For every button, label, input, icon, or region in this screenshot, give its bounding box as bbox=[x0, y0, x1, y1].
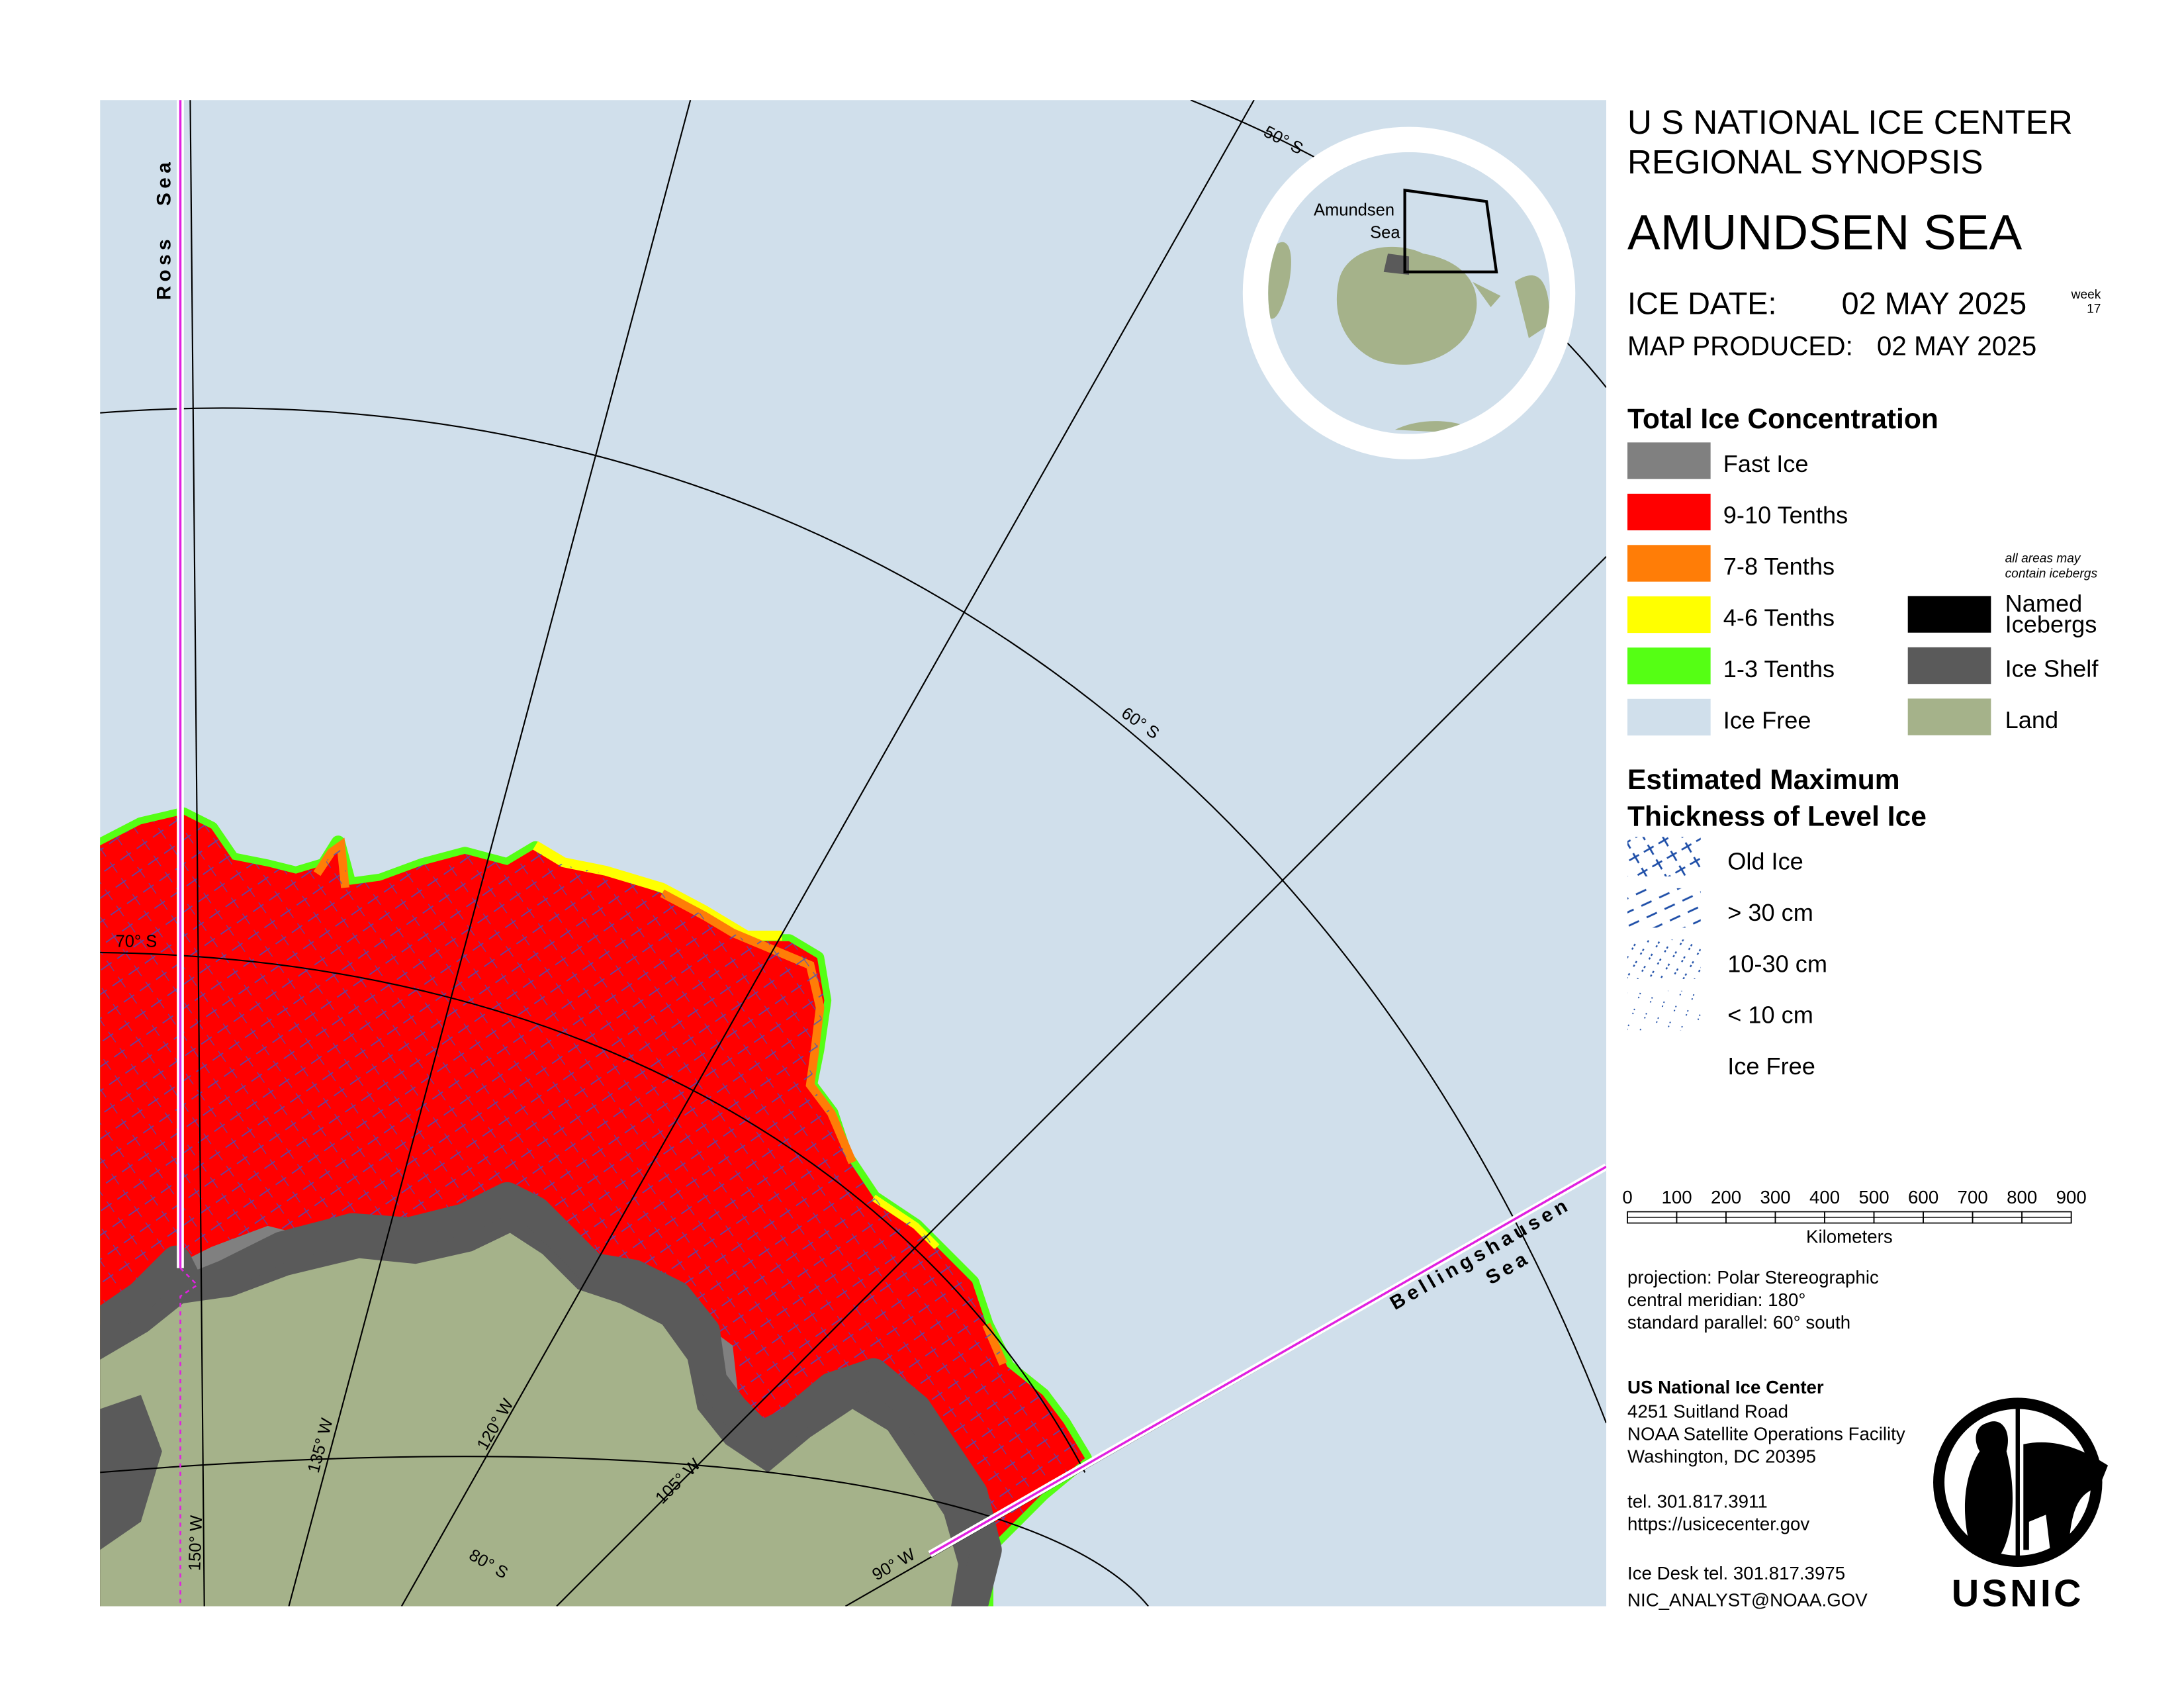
legend-swatch bbox=[1627, 596, 1711, 633]
legend-label: Old Ice bbox=[1727, 847, 1803, 874]
legend-label: Named bbox=[2005, 590, 2083, 617]
legend-swatch bbox=[1627, 698, 1711, 736]
scale-tick-label: 400 bbox=[1809, 1187, 1840, 1207]
usnic-logo: USNIC bbox=[1933, 1397, 2109, 1615]
inset-land bbox=[1336, 246, 1477, 365]
inset-land bbox=[1472, 281, 1501, 308]
legend-label: > 30 cm bbox=[1727, 899, 1813, 926]
scale-tick-label: 500 bbox=[1859, 1187, 1889, 1207]
iceberg-note: contain icebergs bbox=[2005, 567, 2098, 581]
logo-penguin bbox=[1964, 1421, 2013, 1554]
legend-label: 1-3 Tenths bbox=[1723, 655, 1835, 682]
legend-swatch bbox=[1627, 647, 1711, 684]
concentration-legend: Fast Ice 9-10 Tenths 7-8 Tenths 4-6 Tenths 1… bbox=[1627, 442, 1848, 736]
scale-tick-label: 200 bbox=[1711, 1187, 1741, 1207]
legend-label: Ice Free bbox=[1723, 706, 1811, 733]
legend-pattern bbox=[1627, 990, 1701, 1031]
map-produced-label: MAP PRODUCED: bbox=[1627, 330, 1853, 361]
scale-tick-label: 100 bbox=[1661, 1187, 1692, 1207]
legend-pattern bbox=[1627, 939, 1701, 979]
legend-swatch bbox=[1907, 698, 1991, 735]
parallel-60 bbox=[100, 407, 1607, 1424]
contact-address: NOAA Satellite Operations Facility bbox=[1627, 1423, 1905, 1444]
ice-shelf bbox=[100, 1395, 162, 1550]
map-produced: 02 MAY 2025 bbox=[1877, 330, 2036, 361]
iceberg-note: all areas may bbox=[2005, 551, 2081, 565]
projection-line: standard parallel: 60° south bbox=[1627, 1312, 1850, 1333]
sector-boundary bbox=[179, 1267, 199, 1607]
agency: U S NATIONAL ICE CENTER bbox=[1627, 103, 2073, 141]
inset-land bbox=[1514, 275, 1550, 338]
thickness-legend: Old Ice > 30 cm 10-30 cm < 10 cm Ice Free bbox=[1627, 837, 1827, 1080]
legend-label: 7-8 Tenths bbox=[1723, 553, 1835, 580]
lat-label: 70° S bbox=[116, 932, 158, 951]
legend-label: Land bbox=[2005, 706, 2058, 733]
ice-date-label: ICE DATE: bbox=[1627, 287, 1777, 321]
legend-label: 9-10 Tenths bbox=[1723, 502, 1848, 529]
map: 50° S 60° S 70° S 80° S 150° W 135° W 12… bbox=[100, 100, 1607, 1607]
projection-line: central meridian: 180° bbox=[1627, 1289, 1805, 1310]
legend-pattern bbox=[1627, 837, 1701, 876]
scale-unit: Kilometers bbox=[1806, 1226, 1893, 1246]
meridian-120 bbox=[400, 100, 1255, 1607]
meridian-105 bbox=[556, 556, 1607, 1607]
inset-shelf bbox=[1383, 254, 1410, 275]
legend-label: Ice Free bbox=[1727, 1053, 1815, 1080]
legend-swatch bbox=[1907, 647, 1991, 684]
parallel-70 bbox=[100, 951, 1086, 1473]
legend-swatch bbox=[1907, 596, 1991, 633]
legend-label: < 10 cm bbox=[1727, 1002, 1813, 1029]
scale-tick-label: 600 bbox=[1908, 1187, 1938, 1207]
sector-boundary bbox=[929, 1165, 1607, 1556]
inset-extent bbox=[1403, 188, 1498, 273]
legend-label: 10-30 cm bbox=[1727, 950, 1827, 977]
contact-tel: tel. 301.817.3911 bbox=[1627, 1491, 1768, 1512]
contact-address: 4251 Suitland Road bbox=[1627, 1401, 1788, 1421]
legend-swatch bbox=[1627, 442, 1711, 479]
parallel-80 bbox=[100, 1456, 1149, 1607]
projection-line: projection: Polar Stereographic bbox=[1627, 1267, 1879, 1288]
scale-tick-label: 300 bbox=[1760, 1187, 1791, 1207]
logo-text: USNIC bbox=[1952, 1573, 2084, 1615]
week-label: week bbox=[2071, 288, 2101, 302]
legend-label: Icebergs bbox=[2005, 611, 2097, 638]
legend-label: 4-6 Tenths bbox=[1723, 604, 1835, 632]
logo-bear bbox=[2023, 1442, 2109, 1550]
ice-date: 02 MAY 2025 bbox=[1842, 287, 2026, 321]
legend-label: Fast Ice bbox=[1723, 450, 1809, 477]
legend-pattern bbox=[1627, 888, 1701, 928]
scale-tick-label: 700 bbox=[1958, 1187, 1988, 1207]
region-title: AMUNDSEN SEA bbox=[1627, 205, 2022, 260]
sea-label: Ross Sea bbox=[154, 158, 175, 301]
week-number: 17 bbox=[2087, 303, 2101, 316]
scale-bar: 0 100 200 300 400 500 600 700 800 900 Kilometers bbox=[1622, 1187, 2086, 1247]
inset-label: Amundsen bbox=[1314, 201, 1394, 220]
meridian-150 bbox=[189, 100, 205, 1607]
legend-title: Thickness of Level Ice bbox=[1627, 800, 1927, 832]
legend-swatch bbox=[1627, 545, 1711, 582]
contact-address: Washington, DC 20395 bbox=[1627, 1446, 1816, 1466]
contact-url[interactable]: https://usicecenter.gov bbox=[1627, 1514, 1809, 1534]
scale-tick-label: 800 bbox=[2007, 1187, 2037, 1207]
inset-label: Sea bbox=[1370, 224, 1400, 242]
meridian-135 bbox=[288, 100, 692, 1607]
legend-swatch bbox=[1627, 493, 1711, 531]
legend-title: Total Ice Concentration bbox=[1627, 403, 1938, 435]
legend-label: Ice Shelf bbox=[2005, 655, 2099, 682]
scale-tick-label: 900 bbox=[2056, 1187, 2087, 1207]
scale-tick-label: 0 bbox=[1622, 1187, 1632, 1207]
product: REGIONAL SYNOPSIS bbox=[1627, 143, 1983, 181]
ice-desk-tel: Ice Desk tel. 301.817.3975 bbox=[1627, 1563, 1845, 1583]
lon-label: 150° W bbox=[185, 1515, 206, 1571]
legend-title: Estimated Maximum bbox=[1627, 764, 1900, 796]
contact-email: NIC_ANALYST@NOAA.GOV bbox=[1627, 1590, 1868, 1611]
land bbox=[100, 1233, 958, 1607]
contact-name: US National Ice Center bbox=[1627, 1377, 1824, 1397]
inset-land bbox=[1268, 242, 1291, 319]
inset-map: Amundsen Sea bbox=[1268, 152, 1550, 434]
